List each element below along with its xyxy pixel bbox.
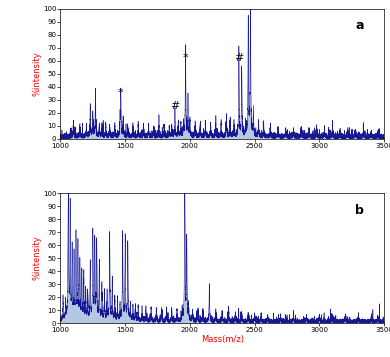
- X-axis label: Mass(m/z): Mass(m/z): [201, 335, 244, 344]
- Y-axis label: %intensity: %intensity: [32, 236, 41, 281]
- Text: *: *: [248, 0, 253, 5]
- Text: #: #: [170, 101, 180, 111]
- Text: a: a: [355, 19, 363, 32]
- Text: #: #: [234, 54, 244, 64]
- Text: b: b: [355, 203, 364, 217]
- Text: *: *: [118, 89, 124, 99]
- Y-axis label: %intensity: %intensity: [32, 51, 41, 96]
- Text: *: *: [183, 54, 188, 64]
